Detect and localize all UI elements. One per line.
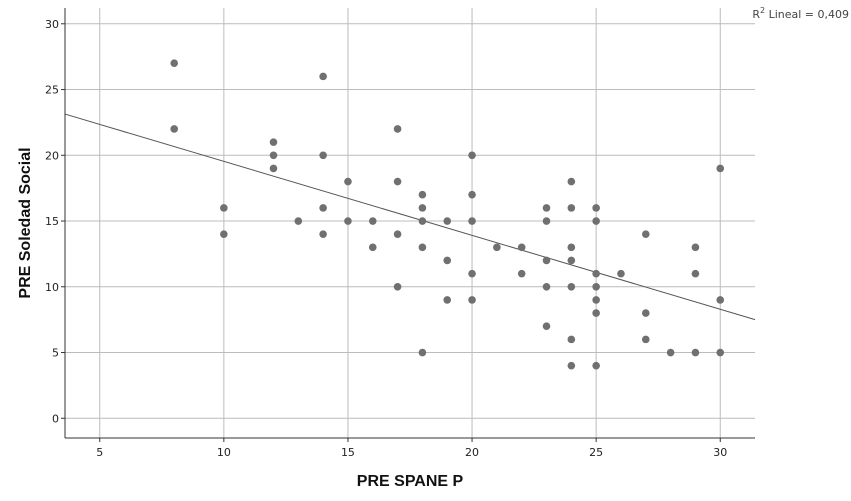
data-point bbox=[368, 243, 377, 252]
data-point bbox=[567, 177, 576, 186]
data-point bbox=[468, 217, 476, 225]
data-point bbox=[344, 177, 352, 186]
r2-annotation: R2 Lineal = 0,409 bbox=[752, 6, 849, 21]
data-point bbox=[368, 217, 377, 225]
data-point bbox=[542, 204, 551, 212]
data-point bbox=[517, 243, 526, 252]
y-tick-label: 30 bbox=[45, 18, 59, 31]
y-tick-label: 25 bbox=[45, 84, 59, 97]
x-tick-label: 10 bbox=[217, 446, 231, 459]
data-point bbox=[220, 204, 228, 212]
data-point bbox=[319, 204, 327, 212]
x-tick-label: 15 bbox=[341, 446, 355, 459]
data-point bbox=[393, 125, 402, 133]
y-tick-label: 15 bbox=[45, 215, 59, 228]
data-point bbox=[319, 72, 327, 81]
data-point bbox=[567, 204, 576, 212]
data-point bbox=[617, 269, 625, 278]
data-point bbox=[269, 138, 278, 146]
data-point bbox=[542, 282, 551, 291]
data-point bbox=[716, 164, 725, 173]
data-point bbox=[567, 335, 576, 344]
x-tick-label: 25 bbox=[589, 446, 603, 459]
data-point bbox=[443, 256, 452, 265]
y-tick-label: 20 bbox=[45, 149, 59, 162]
data-point bbox=[567, 282, 576, 291]
data-point bbox=[418, 348, 427, 357]
y-tick-label: 5 bbox=[52, 347, 59, 360]
r2-prefix: R bbox=[752, 8, 760, 21]
data-point bbox=[691, 243, 700, 252]
data-point bbox=[716, 348, 725, 357]
data-point bbox=[393, 282, 402, 291]
data-point bbox=[220, 230, 228, 238]
data-point bbox=[493, 243, 501, 252]
data-point bbox=[468, 190, 476, 199]
data-point bbox=[641, 335, 650, 344]
data-point bbox=[468, 151, 476, 160]
data-point bbox=[418, 217, 427, 225]
data-point bbox=[319, 230, 327, 238]
data-point bbox=[319, 151, 327, 160]
data-point bbox=[542, 322, 551, 331]
data-point bbox=[443, 217, 452, 225]
data-point bbox=[567, 256, 576, 265]
data-point bbox=[418, 243, 427, 252]
data-point bbox=[641, 309, 650, 317]
y-tick-label: 10 bbox=[45, 281, 59, 294]
data-point bbox=[344, 217, 352, 225]
data-point bbox=[269, 164, 278, 173]
data-point bbox=[468, 296, 476, 304]
data-point bbox=[592, 269, 600, 278]
regression-line bbox=[64, 113, 756, 321]
data-point bbox=[269, 151, 278, 160]
tick-labels: 5 10 15 20 25 30 0 5 10 15 20 25 30 bbox=[45, 18, 727, 459]
x-tick-label: 30 bbox=[713, 446, 727, 459]
x-tick-label: 20 bbox=[465, 446, 479, 459]
data-point bbox=[592, 296, 600, 304]
data-point bbox=[567, 243, 576, 252]
data-point bbox=[567, 361, 576, 370]
axes bbox=[61, 8, 755, 442]
data-point bbox=[170, 59, 179, 68]
y-tick-label: 0 bbox=[52, 412, 59, 425]
data-point bbox=[517, 269, 526, 278]
data-point bbox=[592, 361, 600, 370]
data-point bbox=[641, 230, 650, 238]
r2-superscript: 2 bbox=[760, 6, 765, 15]
data-point bbox=[592, 217, 600, 225]
data-point bbox=[691, 348, 700, 357]
x-axis-title: PRE SPANE P bbox=[357, 473, 464, 490]
data-point bbox=[418, 190, 427, 199]
data-point bbox=[691, 269, 700, 278]
data-point bbox=[592, 309, 600, 317]
data-point bbox=[666, 348, 675, 357]
data-point bbox=[542, 217, 551, 225]
x-tick-label: 5 bbox=[96, 446, 103, 459]
gridlines bbox=[65, 8, 755, 438]
data-point bbox=[542, 256, 551, 265]
data-point bbox=[716, 296, 725, 304]
r2-text: Lineal = 0,409 bbox=[765, 8, 849, 21]
data-point bbox=[393, 230, 402, 238]
data-point bbox=[468, 269, 476, 278]
data-point bbox=[443, 296, 452, 304]
data-point bbox=[592, 204, 600, 212]
data-point bbox=[294, 217, 303, 225]
data-point bbox=[393, 177, 402, 186]
data-points bbox=[170, 59, 725, 370]
data-point bbox=[418, 204, 427, 212]
data-point bbox=[170, 125, 179, 133]
y-axis-title: PRE Soledad Social bbox=[17, 147, 34, 298]
data-point bbox=[592, 282, 600, 291]
